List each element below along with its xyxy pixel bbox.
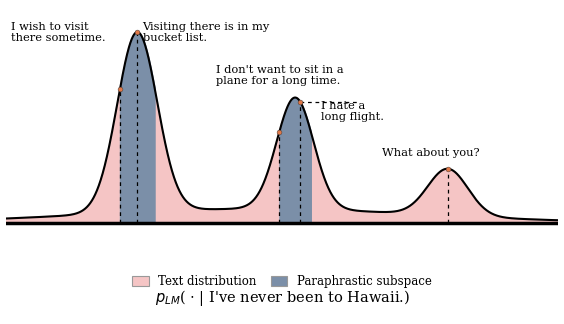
Text: $p_{LM}$( $\cdot$ | I've never been to Hawaii.): $p_{LM}$( $\cdot$ | I've never been to H… (155, 288, 409, 308)
Legend: Text distribution, Paraphrastic subspace: Text distribution, Paraphrastic subspace (133, 275, 431, 288)
Text: What about you?: What about you? (382, 148, 479, 157)
Text: I wish to visit
there sometime.: I wish to visit there sometime. (11, 22, 105, 43)
Text: Visiting there is in my
bucket list.: Visiting there is in my bucket list. (143, 22, 270, 43)
Text: I hate a
long flight.: I hate a long flight. (321, 101, 385, 122)
Text: I don't want to sit in a
plane for a long time.: I don't want to sit in a plane for a lon… (216, 65, 344, 87)
